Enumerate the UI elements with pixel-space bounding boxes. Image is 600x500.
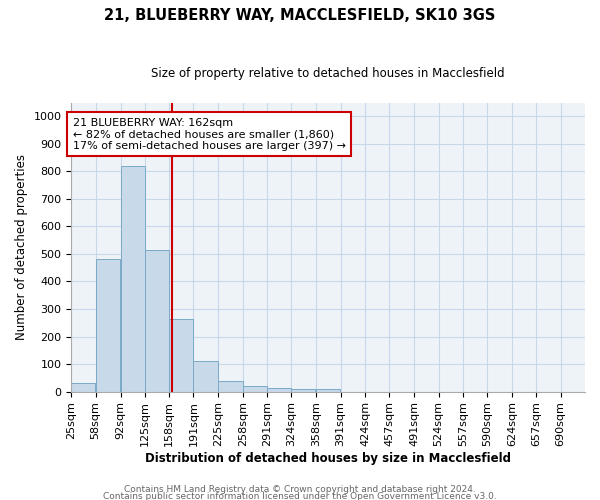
Text: Contains HM Land Registry data © Crown copyright and database right 2024.: Contains HM Land Registry data © Crown c…	[124, 484, 476, 494]
Title: Size of property relative to detached houses in Macclesfield: Size of property relative to detached ho…	[151, 68, 505, 80]
Text: 21, BLUEBERRY WAY, MACCLESFIELD, SK10 3GS: 21, BLUEBERRY WAY, MACCLESFIELD, SK10 3G…	[104, 8, 496, 22]
Bar	[193, 362, 218, 392]
Bar	[267, 388, 291, 392]
Bar	[95, 260, 119, 392]
Bar	[145, 250, 169, 392]
Bar	[243, 386, 267, 392]
Bar	[292, 390, 316, 392]
Bar	[121, 166, 145, 392]
Bar	[316, 390, 340, 392]
Bar	[71, 384, 95, 392]
Y-axis label: Number of detached properties: Number of detached properties	[15, 154, 28, 340]
X-axis label: Distribution of detached houses by size in Macclesfield: Distribution of detached houses by size …	[145, 452, 511, 465]
Bar	[169, 318, 193, 392]
Text: 21 BLUEBERRY WAY: 162sqm
← 82% of detached houses are smaller (1,860)
17% of sem: 21 BLUEBERRY WAY: 162sqm ← 82% of detach…	[73, 118, 346, 151]
Bar	[218, 381, 242, 392]
Text: Contains public sector information licensed under the Open Government Licence v3: Contains public sector information licen…	[103, 492, 497, 500]
